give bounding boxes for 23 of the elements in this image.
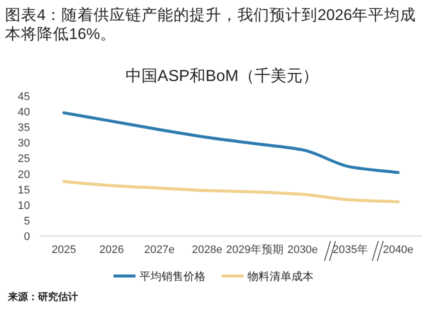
x-tick-label: 2025	[52, 244, 76, 256]
chart-subtitle: 中国ASP和BoM（千美元）	[126, 67, 318, 85]
y-tick-label: 25	[18, 153, 30, 166]
y-tick-label: 45	[18, 91, 30, 103]
y-tick-label: 15	[18, 184, 30, 196]
y-tick-label: 40	[18, 106, 30, 119]
x-tick-label: 2027e	[144, 244, 175, 256]
y-tick-label: 30	[18, 138, 30, 150]
legend-label: 物料清单成本	[248, 270, 314, 283]
x-tick-label: 2026	[99, 244, 124, 256]
y-tick-label: 20	[18, 168, 30, 181]
x-tick-label: 2028e	[192, 244, 222, 256]
y-tick-label: 10	[18, 200, 30, 212]
y-tick-label: 5	[24, 215, 30, 228]
x-tick-label: 2040e	[382, 244, 414, 256]
x-tick-label: 2030e	[287, 244, 318, 256]
y-tick-label: 0	[24, 231, 30, 243]
x-tick-label: 2035年	[332, 244, 368, 256]
source-note: 来源：研究估计	[7, 291, 78, 303]
x-tick-label: 2029年预期	[226, 244, 284, 256]
y-tick-label: 35	[18, 122, 30, 134]
legend-label: 平均销售价格	[140, 271, 206, 283]
title: 图表4：随着供应链产能的提升，我们预计到2026年平均成本将降低16%。	[5, 7, 416, 43]
